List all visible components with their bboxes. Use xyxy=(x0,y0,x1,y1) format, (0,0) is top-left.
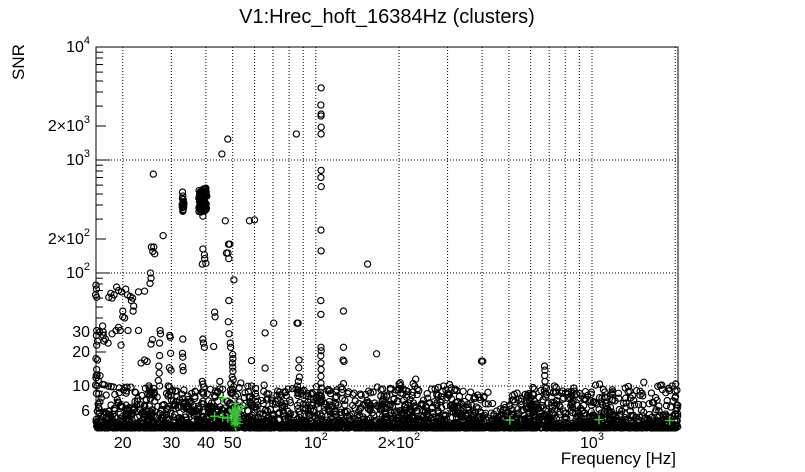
y-tick-label-2000: 2×103 xyxy=(48,114,90,135)
x-axis-title: Frequency [Hz] xyxy=(561,449,676,468)
x-tick-label-50: 50 xyxy=(224,435,242,452)
y-tick-label-20: 20 xyxy=(72,344,90,361)
x-tick-label-20: 20 xyxy=(114,435,132,452)
plot-frame xyxy=(95,46,679,428)
x-tick-label-200: 2×102 xyxy=(378,431,420,452)
chart-title: V1:Hrec_hoft_16384Hz (clusters) xyxy=(239,6,535,28)
x-tick-labels-layer: 20 30 40 50 102 2×102 103 xyxy=(114,431,604,452)
y-tick-label-30: 30 xyxy=(72,324,90,341)
gridlines-layer xyxy=(96,47,678,427)
y-axis-title: SNR xyxy=(9,44,28,80)
x-tick-label-30: 30 xyxy=(163,435,181,452)
y-tick-label-200: 2×102 xyxy=(48,227,90,248)
scatter-points-flagged xyxy=(210,393,675,431)
x-tick-label-40: 40 xyxy=(197,435,215,452)
y-tick-label-10: 10 xyxy=(72,378,90,395)
y-tick-label-6: 6 xyxy=(81,403,90,420)
